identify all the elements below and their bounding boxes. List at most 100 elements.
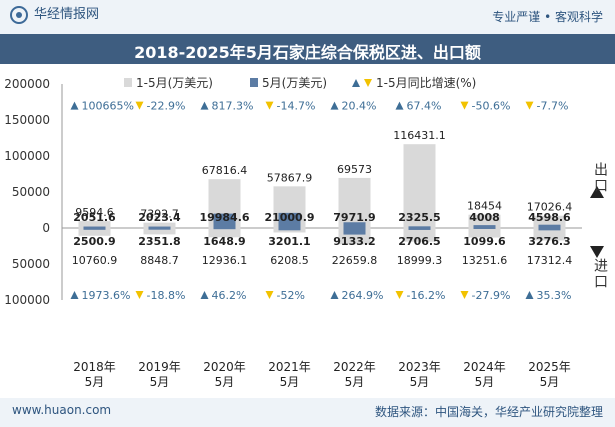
legend-up-arrow-icon: [352, 79, 360, 87]
x-tick-label: 5月: [150, 375, 170, 389]
export-growth-label: -14.7%: [277, 100, 316, 113]
export-monthly-label: 19984.6: [199, 211, 249, 224]
x-tick-label: 5月: [280, 375, 300, 389]
export-monthly-label: 2325.5: [398, 211, 440, 224]
x-tick-label: 5月: [410, 375, 430, 389]
export-monthly-label: 4008: [469, 211, 500, 224]
legend-swatch-0: [124, 78, 132, 87]
export-side-label: 出口: [592, 162, 608, 194]
export-growth-up-arrow-icon: [395, 101, 404, 110]
import-monthly-label: 1648.9: [203, 235, 245, 248]
import-cumulative-label: 10760.9: [72, 254, 118, 267]
legend-label-1: 5月(万美元): [262, 76, 327, 90]
export-growth-label: -50.6%: [472, 100, 511, 113]
import-growth-down-arrow-icon: [460, 290, 469, 299]
import-monthly-bar: [343, 228, 366, 235]
export-monthly-bar: [343, 222, 366, 228]
export-cumulative-label: 116431.1: [393, 129, 446, 142]
import-growth-up-arrow-icon: [330, 290, 339, 299]
brand: 华经情报网: [10, 6, 99, 24]
x-tick-label: 2023年: [398, 360, 441, 374]
export-growth-down-arrow-icon: [135, 101, 144, 110]
export-growth-up-arrow-icon: [330, 101, 339, 110]
import-cumulative-label: 12936.1: [202, 254, 248, 267]
chart: 1-5月(万美元) 5月(万美元) 1-5月同比增速(%) 200000 150000 1…: [4, 76, 604, 389]
import-growth-label: 46.2%: [212, 289, 247, 302]
export-growth-label: 67.4%: [407, 100, 442, 113]
legend-label-0: 1-5月(万美元): [136, 76, 213, 90]
chart-title: 2018-2025年5月石家庄综合保税区进、出口额: [134, 43, 481, 62]
y-tick-label: 0: [42, 221, 50, 235]
footer: www.huaon.com 数据来源：中国海关，华经产业研究院整理: [0, 398, 615, 427]
import-growth-label: 264.9%: [342, 289, 384, 302]
import-cumulative-bar: [468, 228, 501, 238]
y-tick-label: 200000: [4, 77, 50, 91]
export-monthly-bar: [278, 212, 301, 228]
export-monthly-label: 2023.4: [138, 211, 181, 224]
x-tick-label: 5月: [85, 375, 105, 389]
export-monthly-bar: [148, 226, 171, 228]
import-monthly-label: 2351.8: [138, 235, 180, 248]
footer-source: 数据来源：中国海关，华经产业研究院整理: [374, 405, 603, 419]
import-monthly-label: 1099.6: [463, 235, 506, 248]
import-growth-up-arrow-icon: [70, 290, 79, 299]
import-cumulative-bar: [143, 228, 176, 235]
x-tick-label: 5月: [475, 375, 495, 389]
import-cumulative-bar: [403, 228, 436, 242]
import-monthly-label: 2500.9: [73, 235, 115, 248]
slogan: 专业严谨 • 客观科学: [492, 10, 603, 24]
y-tick-label: 150000: [4, 113, 50, 127]
import-monthly-label: 3201.1: [268, 235, 310, 248]
export-growth-label: 100665%: [82, 100, 134, 113]
import-cumulative-bar: [208, 228, 241, 238]
export-cumulative-label: 18454: [467, 200, 502, 213]
import-growth-down-arrow-icon: [265, 290, 274, 299]
import-side-label: 进口: [592, 258, 608, 290]
import-cumulative-label: 13251.6: [462, 254, 508, 267]
y-tick-label: 50000: [12, 185, 50, 199]
export-cumulative-label: 57867.9: [267, 171, 313, 184]
export-growth-down-arrow-icon: [265, 101, 274, 110]
footer-site: www.huaon.com: [12, 403, 112, 417]
top-bar: 华经情报网 专业严谨 • 客观科学: [0, 0, 615, 34]
export-monthly-bar: [408, 226, 431, 228]
export-monthly-bar: [213, 213, 236, 228]
import-cumulative-bar: [78, 228, 111, 236]
export-growth-up-arrow-icon: [200, 101, 209, 110]
x-tick-label: 2019年: [138, 360, 181, 374]
y-tick-label: 100000: [4, 293, 50, 307]
x-tick-label: 2022年: [333, 360, 376, 374]
export-monthly-bar: [473, 225, 496, 228]
import-monthly-bar: [148, 228, 171, 230]
x-tick-label: 2018年: [73, 360, 116, 374]
import-monthly-bar: [473, 228, 496, 229]
import-growth-label: -16.2%: [407, 289, 446, 302]
import-monthly-label: 9133.2: [333, 235, 375, 248]
import-monthly-bar: [83, 228, 106, 230]
export-growth-label: 817.3%: [212, 100, 254, 113]
import-growth-label: -18.8%: [147, 289, 186, 302]
export-cumulative-bar: [468, 214, 501, 228]
export-cumulative-label: 7392.7: [140, 208, 179, 221]
title-bar: 2018-2025年5月石家庄综合保税区进、出口额: [0, 34, 615, 64]
export-growth-label: 20.4%: [342, 100, 377, 113]
x-tick-label: 2025年: [528, 360, 571, 374]
import-cumulative-label: 17312.4: [527, 254, 573, 267]
export-cumulative-label: 9594.6: [75, 206, 114, 219]
export-monthly-label: 21000.9: [264, 211, 314, 224]
export-growth-up-arrow-icon: [70, 101, 79, 110]
export-growth-down-arrow-icon: [460, 101, 469, 110]
import-monthly-bar: [408, 228, 431, 230]
x-tick-label: 2021年: [268, 360, 311, 374]
legend-swatch-1: [250, 78, 258, 87]
import-monthly-bar: [538, 228, 561, 231]
x-tick-label: 5月: [345, 375, 365, 389]
legend-down-arrow-icon: [364, 79, 372, 87]
brand-logo-icon: [10, 6, 28, 24]
y-tick-label: 50000: [12, 257, 50, 271]
export-monthly-label: 4598.6: [528, 211, 571, 224]
export-monthly-bar: [538, 224, 561, 228]
x-tick-label: 5月: [540, 375, 560, 389]
export-growth-label: -22.9%: [147, 100, 186, 113]
legend-label-2: 1-5月同比增速(%): [376, 76, 476, 90]
